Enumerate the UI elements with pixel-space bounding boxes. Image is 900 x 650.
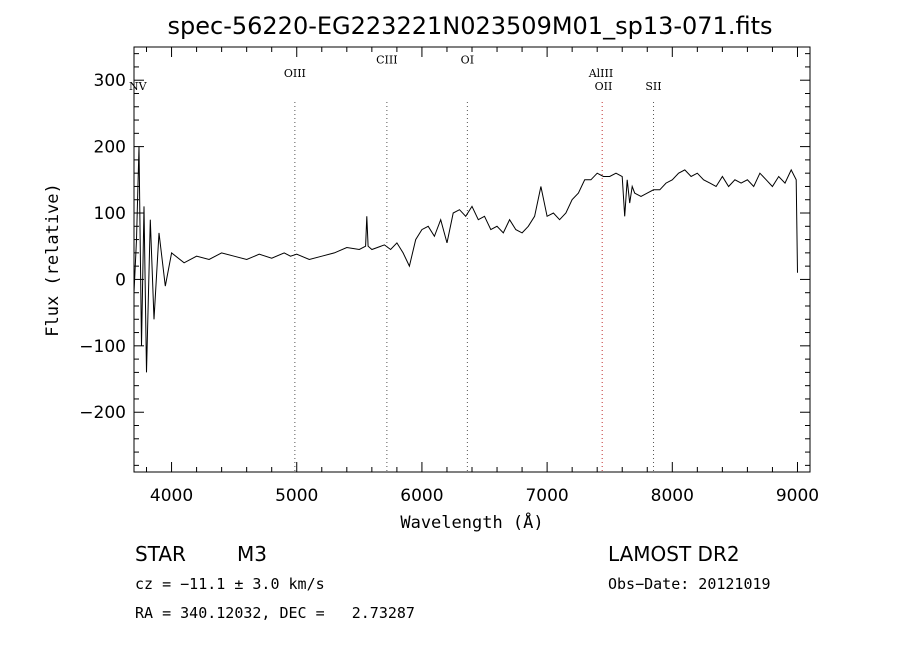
y-axis-label: Flux (relative): [43, 183, 63, 337]
y-tick-label: 200: [94, 138, 126, 158]
x-tick-label: 8000: [651, 486, 694, 506]
flux-series-line: [133, 146, 798, 373]
plot-frame: [133, 46, 811, 473]
survey-name: LAMOST DR2: [608, 542, 740, 566]
annotation-oii: OII: [595, 80, 613, 93]
x-tick-label: 5000: [275, 486, 318, 506]
axis-ticks: 4000 5000 6000 7000 8000 9000 −200 −100 0 100 200 3…: [79, 47, 819, 506]
chart-title: spec-56220-EG223221N023509M01_sp13-071.f…: [168, 12, 773, 40]
annotation-sii: SII: [645, 80, 661, 93]
x-tick-label: 6000: [400, 486, 443, 506]
annotation-oi: OI: [461, 54, 474, 67]
x-axis-label: Wavelength (Å): [400, 511, 543, 533]
emission-line-markers: [294, 102, 655, 472]
annotation-oiii: OIII: [284, 67, 306, 80]
annotation-ciii: CIII: [376, 54, 397, 67]
y-tick-label: 300: [94, 71, 126, 91]
x-tick-label: 4000: [150, 486, 193, 506]
annotation-aliii: AlIII: [588, 67, 614, 80]
object-class: STAR: [135, 542, 186, 566]
y-tick-label: 100: [94, 204, 126, 224]
redshift-cz: cz = −11.1 ± 3.0 km/s: [135, 575, 325, 593]
y-tick-label: −200: [79, 403, 126, 423]
object-subclass: M3: [237, 542, 267, 566]
annotation-nv: NV: [129, 80, 148, 93]
observation-date: Obs−Date: 20121019: [608, 575, 771, 593]
y-tick-label: 0: [115, 270, 126, 290]
y-tick-label: −100: [79, 337, 126, 357]
x-tick-label: 9000: [776, 486, 819, 506]
x-tick-label: 7000: [525, 486, 568, 506]
coordinates: RA = 340.12032, DEC = 2.73287: [135, 604, 415, 622]
